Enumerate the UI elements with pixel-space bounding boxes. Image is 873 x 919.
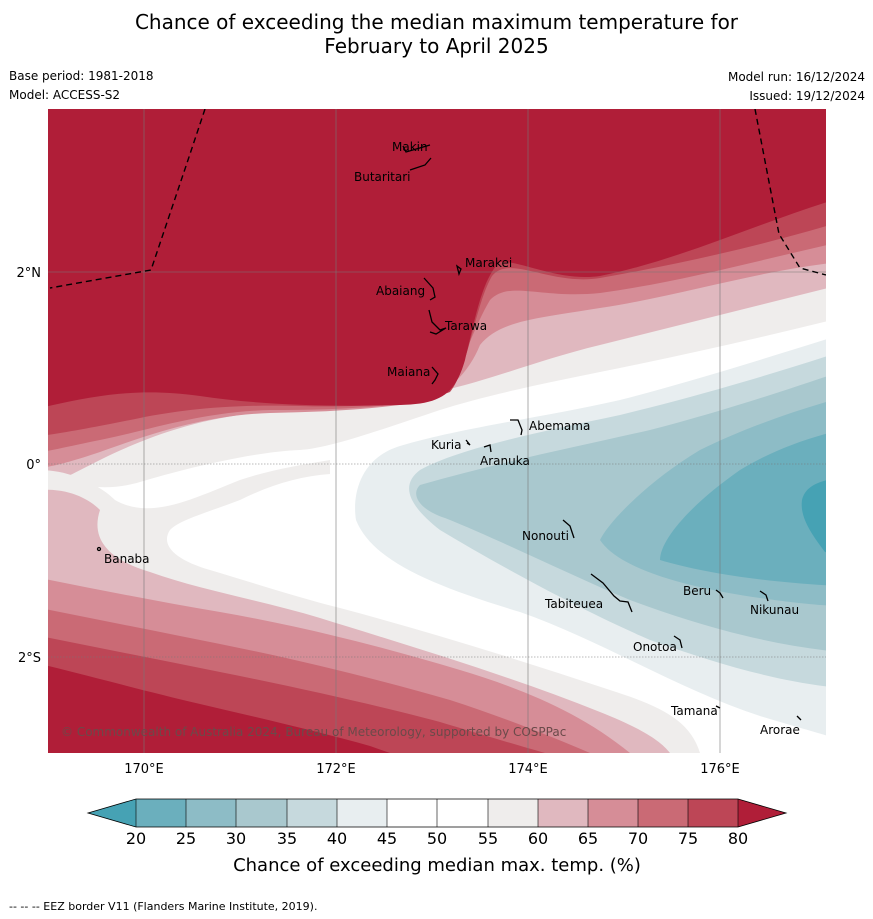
model-text: Model: ACCESS-S2 [9, 88, 121, 102]
label-onotoa: Onotoa [633, 640, 677, 654]
colorbar-tick-75: 75 [678, 829, 698, 848]
label-kuria: Kuria [431, 438, 462, 452]
beru-atoll-icon [715, 589, 724, 599]
colorbar: 20 25 30 35 40 45 50 55 60 65 70 75 80 C… [86, 798, 788, 876]
probability-field: Makin Butaritari Marakei Abaiang Tarawa … [48, 109, 826, 753]
marakei-atoll-icon [455, 264, 462, 277]
label-tabiteuea: Tabiteuea [544, 597, 603, 611]
label-abaiang: Abaiang [376, 284, 425, 298]
graticule [48, 109, 826, 753]
label-arorae: Arorae [760, 723, 800, 737]
arorae-atoll-icon [796, 715, 802, 721]
colorbar-swatch-75-80 [688, 799, 738, 827]
label-nikunau: Nikunau [750, 603, 799, 617]
colorbar-tick-55: 55 [478, 829, 498, 848]
colorbar-dividers [135, 799, 739, 827]
makin-atoll-icon [402, 144, 431, 153]
title-line-2: February to April 2025 [324, 34, 549, 58]
base-period-text: Base period: 1981-2018 [9, 69, 154, 83]
butaritari-atoll-icon [409, 157, 432, 171]
eez-border [49, 109, 826, 289]
tabiteuea-atoll-icon [590, 573, 633, 613]
colorbar-swatch-70-75 [638, 799, 688, 827]
colorbar-tick-30: 30 [226, 829, 246, 848]
colorbar-tick-50: 50 [427, 829, 447, 848]
colorbar-swatch-20-25 [136, 799, 186, 827]
colorbar-tick-35: 35 [277, 829, 297, 848]
banaba-island-icon [96, 546, 102, 552]
label-beru: Beru [683, 584, 711, 598]
colorbar-swatch-60-65 [538, 799, 588, 827]
colorbar-tick-45: 45 [377, 829, 397, 848]
eez-source-note: -- -- -- EEZ border V11 (Flanders Marine… [9, 900, 318, 913]
colorbar-swatch-25-30 [186, 799, 236, 827]
eez-border-west [49, 109, 206, 289]
colorbar-tick-60: 60 [528, 829, 548, 848]
colorbar-title: Chance of exceeding median max. temp. (%… [233, 855, 641, 876]
band-gt80-south [48, 665, 390, 753]
band-lt20 [801, 480, 826, 553]
colorbar-tick-25: 25 [176, 829, 196, 848]
lon-tick-172e: 172°E [316, 762, 356, 777]
title-line-1: Chance of exceeding the median maximum t… [134, 10, 739, 34]
kuria-atoll-icon [465, 439, 471, 446]
aranuka-atoll-icon [483, 444, 492, 453]
band-20-25 [660, 433, 826, 586]
label-banaba: Banaba [104, 552, 150, 566]
onotoa-atoll-icon [673, 635, 683, 649]
lat-tick-2s: 2°S [18, 651, 41, 666]
colorbar-swatch-35-40 [287, 799, 337, 827]
abaiang-atoll-icon [423, 277, 436, 301]
lon-tick-174e: 174°E [508, 762, 548, 777]
nonouti-atoll-icon [562, 519, 575, 539]
abemama-atoll-icon [510, 419, 523, 436]
tarawa-atoll-icon [428, 309, 447, 335]
lat-tick-2n: 2°N [17, 266, 42, 281]
map-title: Chance of exceeding the median maximum t… [0, 10, 873, 58]
label-tamana: Tamana [670, 704, 718, 718]
colorbar-swatch-gt80 [738, 799, 786, 827]
maiana-atoll-icon [431, 366, 439, 385]
lon-tick-176e: 176°E [700, 762, 740, 777]
label-abemama: Abemama [529, 419, 590, 433]
copyright-text: © Commonwealth of Australia 2024, Bureau… [61, 725, 566, 739]
nikunau-atoll-icon [759, 590, 769, 602]
colorbar-swatch-55-60 [488, 799, 538, 827]
lat-tick-0: 0° [26, 458, 41, 473]
eez-border-east [754, 109, 826, 276]
colorbar-swatch-30-35 [236, 799, 287, 827]
colorbar-tick-65: 65 [578, 829, 598, 848]
colorbar-tick-80: 80 [728, 829, 748, 848]
tamana-atoll-icon [715, 705, 721, 709]
colorbar-swatch-45-55 [387, 799, 488, 827]
colorbar-swatch-65-70 [588, 799, 638, 827]
model-run-text: Model run: 16/12/2024 [727, 70, 865, 84]
label-aranuka: Aranuka [480, 454, 530, 468]
issued-text: Issued: 19/12/2024 [749, 89, 865, 103]
band-gt80-north [48, 109, 826, 407]
label-tarawa: Tarawa [444, 319, 487, 333]
colorbar-swatch-40-45 [337, 799, 387, 827]
island-outlines [96, 144, 802, 721]
lon-tick-170e: 170°E [124, 762, 164, 777]
label-maiana: Maiana [387, 365, 430, 379]
label-marakei: Marakei [465, 256, 512, 270]
label-makin: Makin [392, 140, 428, 154]
label-nonouti: Nonouti [522, 529, 569, 543]
colorbar-tick-70: 70 [628, 829, 648, 848]
colorbar-tick-20: 20 [126, 829, 146, 848]
colorbar-tick-40: 40 [327, 829, 347, 848]
colorbar-swatch-lt20 [88, 799, 136, 827]
label-butaritari: Butaritari [354, 170, 411, 184]
